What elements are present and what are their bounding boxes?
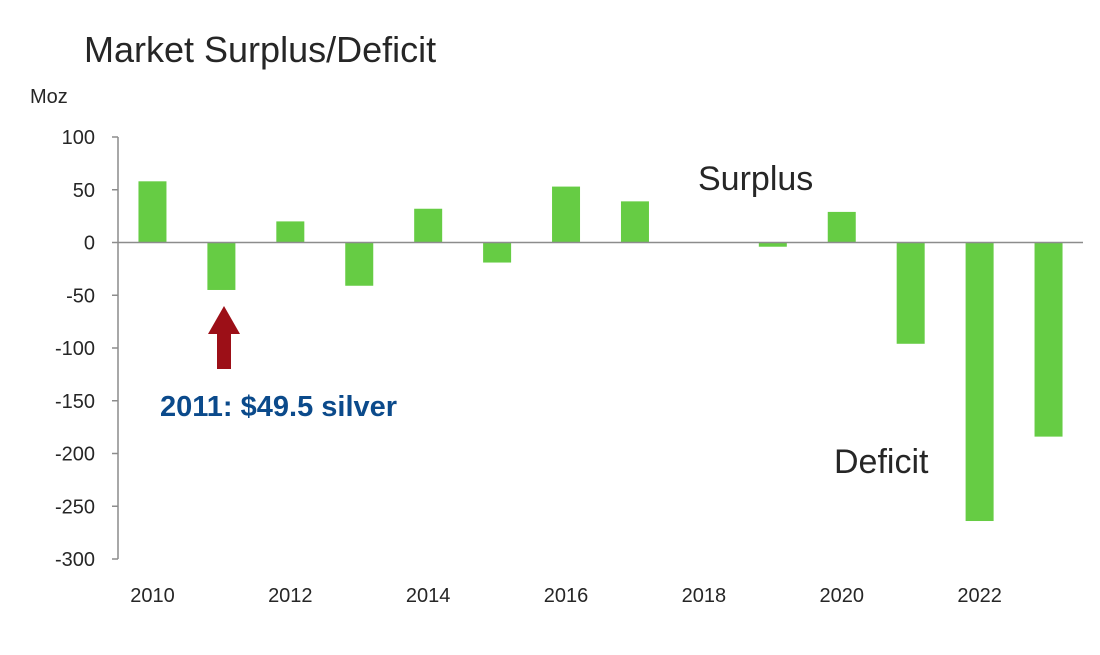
bar-2016: [552, 186, 581, 243]
x-tick-label: 2020: [820, 585, 865, 607]
y-tick-label: -50: [66, 285, 95, 307]
bar-2010: [138, 181, 167, 243]
x-tick-label: 2012: [268, 585, 313, 607]
y-tick-label: -300: [55, 549, 95, 571]
bars: [138, 181, 1063, 522]
bar-2019: [758, 242, 787, 247]
y-tick-label: 100: [62, 127, 95, 149]
bar-2021: [896, 242, 925, 344]
y-tick-label: -100: [55, 338, 95, 360]
bar-2017: [620, 201, 649, 243]
y-axis: 100 50 0 -50 -100 -150 -200 -250 -300: [55, 127, 118, 571]
up-arrow-icon: [208, 306, 240, 369]
y-tick-label: 0: [84, 233, 95, 255]
x-tick-label: 2022: [957, 585, 1002, 607]
bar-2023: [1034, 242, 1063, 437]
bar-2022: [965, 242, 994, 522]
y-axis-unit-label: Moz: [30, 86, 68, 108]
bar-2015: [483, 242, 512, 263]
bar-2012: [276, 221, 305, 243]
surplus-annotation: Surplus: [698, 160, 813, 198]
x-tick-label: 2014: [406, 585, 451, 607]
highlight-annotation: 2011: $49.5 silver: [160, 391, 397, 423]
x-tick-label: 2010: [130, 585, 175, 607]
bar-2011: [207, 242, 236, 290]
bar-2020: [827, 211, 856, 243]
y-tick-label: -250: [55, 496, 95, 518]
y-tick-label: -200: [55, 444, 95, 466]
axes: [117, 137, 1083, 559]
x-tick-label: 2016: [544, 585, 589, 607]
deficit-annotation: Deficit: [834, 443, 929, 481]
y-tick-label: 50: [73, 180, 95, 202]
bar-2013: [345, 242, 374, 286]
x-axis: 2010 2012 2014 2016 2018 2020 2022: [130, 585, 1002, 607]
chart-title: Market Surplus/Deficit: [84, 29, 436, 70]
bar-2014: [414, 208, 443, 243]
y-tick-label: -150: [55, 391, 95, 413]
x-tick-label: 2018: [682, 585, 727, 607]
